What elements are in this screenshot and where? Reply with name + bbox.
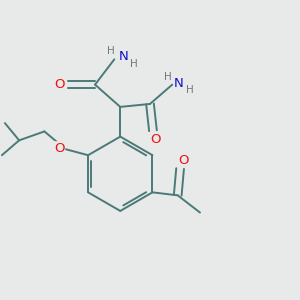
Text: H: H (164, 72, 172, 82)
Text: O: O (178, 154, 188, 167)
Text: N: N (174, 77, 184, 90)
Text: O: O (151, 133, 161, 146)
Text: N: N (118, 50, 128, 64)
Text: H: H (186, 85, 194, 95)
Text: H: H (130, 59, 137, 69)
Text: H: H (107, 46, 115, 56)
Text: O: O (54, 142, 64, 155)
Text: O: O (55, 78, 65, 91)
